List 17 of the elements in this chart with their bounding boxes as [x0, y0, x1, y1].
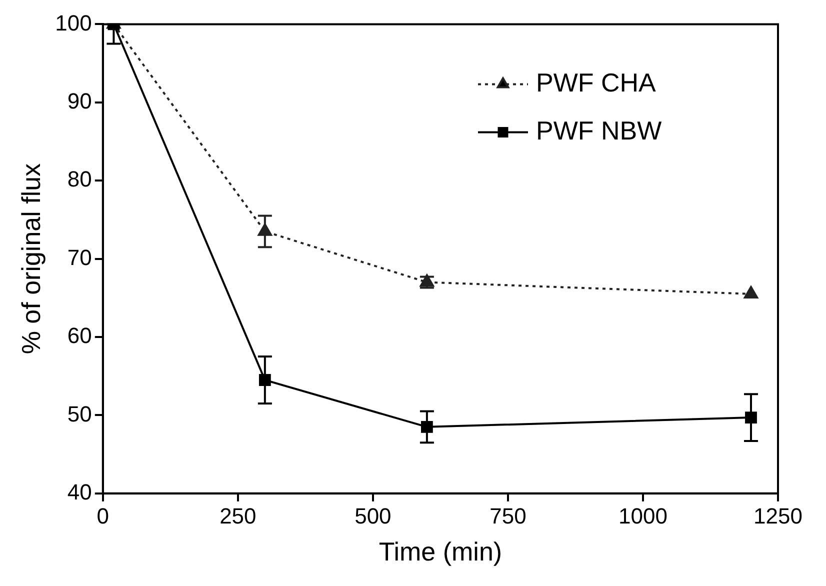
- x-tick-label: 1250: [754, 504, 802, 529]
- x-tick-label: 250: [220, 504, 256, 529]
- x-tick-label: 750: [490, 504, 526, 529]
- y-tick-label: 60: [67, 323, 92, 348]
- y-tick-label: 100: [55, 10, 92, 36]
- x-tick-label: 0: [96, 504, 110, 529]
- x-axis-title: Time (min): [378, 536, 502, 567]
- x-tick-label: 1000: [618, 504, 668, 529]
- y-tick-label: 90: [67, 88, 92, 114]
- y-tick-label: 80: [67, 166, 92, 192]
- y-tick-label: 70: [67, 244, 92, 270]
- x-tick-label: 500: [354, 504, 392, 529]
- legend-label: PWF NBW: [536, 115, 662, 146]
- y-axis-title: % of original flux: [16, 163, 46, 354]
- y-tick-label: 40: [67, 479, 92, 504]
- legend-label: PWF CHA: [536, 67, 657, 98]
- y-tick-label: 50: [67, 401, 92, 426]
